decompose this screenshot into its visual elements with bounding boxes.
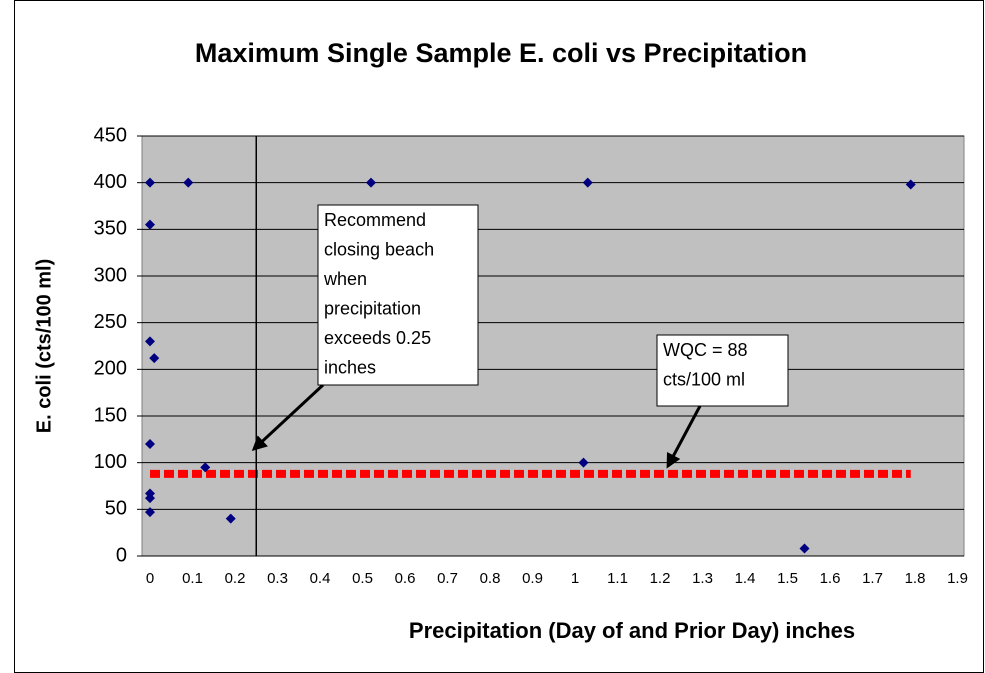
x-tick-label: 0.1 [182,570,203,587]
annotation-arrow [666,405,702,469]
x-tick-label: 0.8 [480,570,501,587]
data-point [145,507,155,518]
annotation-text: Recommend [324,210,426,230]
y-axis-label: E. coli (cts/100 ml) [33,259,55,434]
x-tick-label: 1 [571,570,579,587]
annotation-box [656,334,789,407]
annotation-text: inches [324,357,376,377]
data-point [145,439,155,449]
plot-area [141,135,965,557]
x-tick-label: 0.9 [522,570,543,587]
y-tick-label: 0 [116,544,127,566]
annotation-text: cts/100 ml [663,369,745,389]
data-point [145,336,155,347]
x-tick-label: 1.6 [820,570,841,587]
x-tick-label: 1.4 [735,570,756,587]
x-tick-label: 1.2 [650,570,671,587]
y-tick-label: 200 [94,358,127,380]
data-point [149,353,160,364]
x-tick-label: 1.1 [607,570,628,587]
x-axis-label: Precipitation (Day of and Prior Day) inc… [409,618,855,643]
annotation-box [317,204,479,386]
data-point [200,462,211,473]
y-tick-label: 450 [94,124,127,146]
x-tick-label: 0.6 [395,570,416,587]
data-point [145,219,155,230]
data-point [582,177,593,188]
data-point [578,457,589,468]
data-point [366,177,376,188]
annotation-text: exceeds 0.25 [324,328,431,348]
x-tick-label: 0.5 [352,570,373,587]
annotation-text: precipitation [324,298,421,318]
data-point [183,177,194,188]
x-tick-label: 1.9 [947,570,968,587]
x-tick-label: 1.5 [777,570,798,587]
data-point [145,177,155,188]
y-tick-label: 300 [94,264,127,286]
data-point [145,493,155,504]
annotation-text: closing beach [324,239,434,259]
x-tick-label: 1.3 [692,570,713,587]
x-tick-label: 0.4 [310,570,331,587]
data-point [799,543,810,554]
x-tick-label: 0.7 [437,570,458,587]
x-tick-label: 0.2 [225,570,246,587]
y-tick-label: 50 [105,498,127,520]
y-tick-label: 400 [94,171,127,193]
x-tick-label: 0 [146,570,154,587]
data-point [225,513,236,524]
y-tick-label: 250 [94,311,127,333]
y-tick-label: 350 [94,218,127,240]
y-tick-label: 100 [94,451,127,473]
chart-title: Maximum Single Sample E. coli vs Precipi… [195,38,807,68]
x-tick-label: 1.7 [862,570,883,587]
y-tick-label: 150 [94,404,127,426]
annotation-text: when [323,269,367,289]
x-tick-label: 0.3 [267,570,288,587]
annotation-text: WQC = 88 [663,340,748,360]
data-point [905,179,916,190]
annotation-arrow [251,383,325,452]
x-tick-label: 1.8 [905,570,926,587]
